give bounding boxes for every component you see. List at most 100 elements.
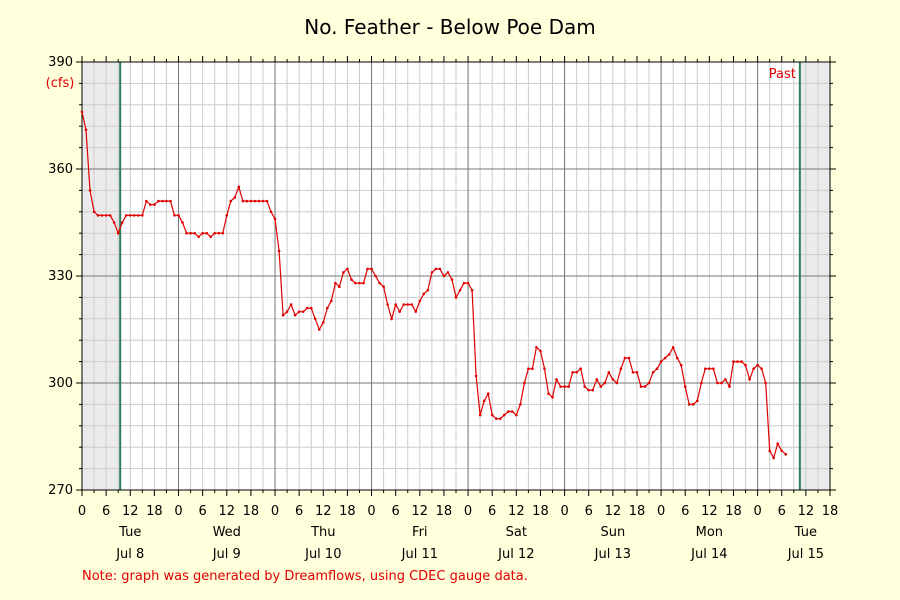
data-point xyxy=(470,288,474,292)
data-point xyxy=(205,231,208,235)
data-point xyxy=(712,367,715,371)
data-point xyxy=(607,371,611,374)
data-point xyxy=(724,378,727,381)
data-point xyxy=(217,231,221,235)
x-tick-label: 18 xyxy=(629,504,646,519)
x-tick-label: 18 xyxy=(243,504,260,519)
data-point xyxy=(88,189,92,192)
data-point xyxy=(563,385,566,388)
data-point xyxy=(768,449,771,453)
x-tick-label: 18 xyxy=(725,504,742,519)
x-date-label: Jul 10 xyxy=(304,547,341,562)
data-point xyxy=(281,313,285,317)
data-point xyxy=(366,267,369,271)
data-point xyxy=(583,385,586,388)
x-tick-label: 12 xyxy=(219,504,236,519)
data-point xyxy=(153,203,156,206)
data-point xyxy=(301,310,305,313)
data-point xyxy=(764,381,767,385)
data-point xyxy=(165,199,168,203)
data-point xyxy=(700,381,703,385)
y-tick-label: 330 xyxy=(48,269,73,284)
x-tick-label: 18 xyxy=(532,504,549,519)
y-tick-label: 300 xyxy=(48,376,73,391)
data-point xyxy=(104,214,108,217)
data-point xyxy=(647,381,651,385)
data-point xyxy=(285,310,289,313)
x-day-label: Tue xyxy=(118,525,141,540)
x-tick-label: 6 xyxy=(392,504,400,519)
x-tick-label: 18 xyxy=(822,504,839,519)
data-point xyxy=(619,367,623,371)
data-point xyxy=(354,281,357,285)
data-point xyxy=(390,317,393,321)
x-tick-label: 12 xyxy=(122,504,139,519)
data-point xyxy=(157,199,160,203)
data-point xyxy=(426,288,430,292)
data-point xyxy=(249,199,253,203)
x-date-label: Jul 15 xyxy=(787,547,824,562)
data-point xyxy=(740,360,743,363)
data-point xyxy=(575,371,578,374)
x-day-label: Sat xyxy=(506,525,527,540)
data-point xyxy=(748,378,751,381)
x-tick-label: 6 xyxy=(488,504,496,519)
data-point xyxy=(478,413,482,417)
data-point xyxy=(418,299,422,303)
data-point xyxy=(225,214,229,217)
data-point xyxy=(603,381,607,385)
x-tick-label: 6 xyxy=(681,504,689,519)
x-tick-label: 0 xyxy=(367,504,375,519)
data-point xyxy=(772,456,775,460)
data-point xyxy=(655,367,659,371)
data-point xyxy=(386,303,389,306)
data-point xyxy=(527,367,530,371)
data-point xyxy=(145,199,148,203)
data-point xyxy=(502,413,506,417)
data-point xyxy=(679,363,683,367)
data-point xyxy=(342,271,345,274)
data-point xyxy=(519,403,522,406)
y-tick-label: 390 xyxy=(48,55,73,70)
data-point xyxy=(197,235,200,239)
data-point xyxy=(313,317,317,321)
data-point xyxy=(579,367,582,371)
data-point xyxy=(615,381,619,385)
data-point xyxy=(559,385,562,388)
data-point xyxy=(756,363,759,367)
data-point xyxy=(326,306,329,310)
x-tick-label: 0 xyxy=(657,504,665,519)
data-point xyxy=(744,363,747,367)
data-point xyxy=(523,381,526,385)
data-point xyxy=(720,381,723,385)
data-point xyxy=(784,453,788,456)
data-point xyxy=(181,221,184,224)
plot-area: 270 300 330 360 390 0 6 12 18 0 6 12 18 0 6 12 18 0 6 12 18 0… xyxy=(48,55,838,562)
data-point xyxy=(213,231,217,235)
x-day-label: Wed xyxy=(213,525,241,540)
x-date-label: Jul 12 xyxy=(497,547,534,562)
data-point xyxy=(515,413,518,417)
data-point xyxy=(687,403,691,406)
data-point xyxy=(663,356,667,360)
data-point xyxy=(458,288,462,292)
data-point xyxy=(683,385,687,388)
data-point xyxy=(149,203,152,206)
data-point xyxy=(406,303,410,306)
data-point xyxy=(454,296,458,299)
data-point xyxy=(346,267,349,271)
data-point xyxy=(410,303,414,306)
data-point xyxy=(599,385,603,388)
past-label: Past xyxy=(769,67,796,82)
data-point xyxy=(675,356,679,360)
data-point xyxy=(486,392,490,396)
data-point xyxy=(466,281,470,285)
x-tick-label: 6 xyxy=(102,504,110,519)
x-tick-label: 0 xyxy=(271,504,279,519)
data-point xyxy=(84,128,88,132)
data-point xyxy=(494,417,498,420)
x-date-label: Jul 9 xyxy=(212,547,241,562)
x-tick-label: 0 xyxy=(560,504,568,519)
data-point xyxy=(671,346,675,349)
data-point xyxy=(708,367,711,371)
